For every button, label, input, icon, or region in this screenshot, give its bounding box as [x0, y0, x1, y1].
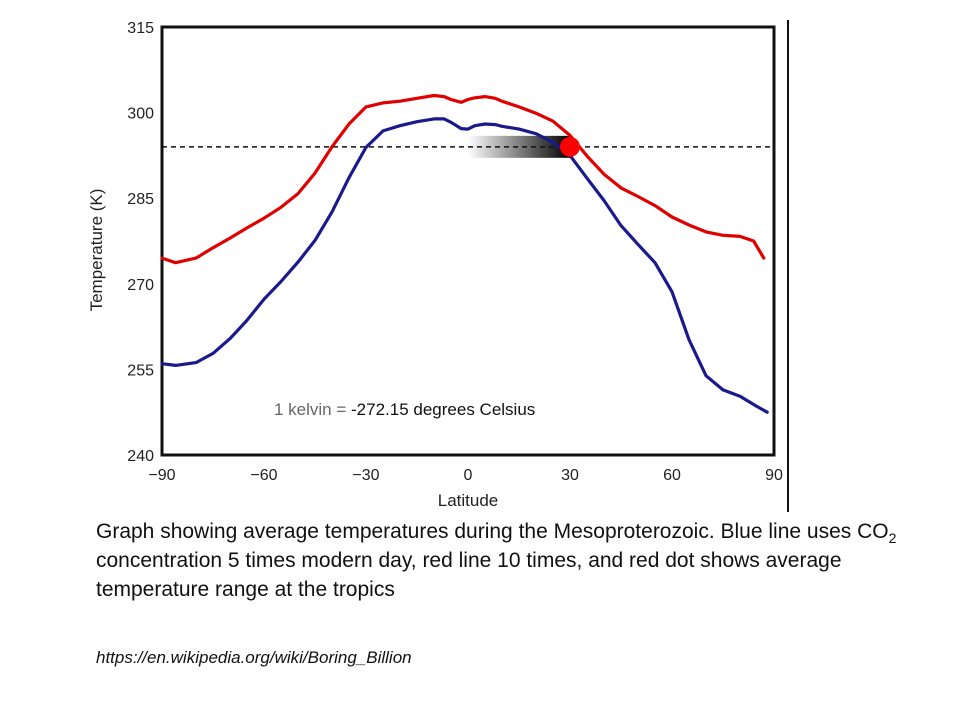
series-line-blue [160, 117, 769, 414]
source-link[interactable]: https://en.wikipedia.org/wiki/Boring_Bil… [96, 648, 412, 667]
x-tick-label: 0 [464, 467, 473, 484]
caption-text-2: concentration 5 times modern day, red li… [96, 549, 842, 601]
x-tick-label: −30 [352, 467, 379, 484]
tropics-marker-dot [560, 136, 580, 157]
y-tick-label: 285 [127, 191, 154, 208]
caption-text-1: Graph showing average temperatures durin… [96, 520, 889, 543]
y-tick-label: 300 [127, 106, 154, 123]
x-tick-label: 90 [765, 467, 783, 484]
x-tick-label: 60 [663, 467, 681, 484]
kelvin-annotation-value: -272.15 degrees Celsius [351, 400, 535, 419]
y-tick-label: 315 [127, 20, 154, 37]
kelvin-annotation-prefix: 1 kelvin = [274, 400, 351, 419]
y-tick-label: 240 [127, 448, 154, 465]
y-tick-label: 270 [127, 277, 154, 294]
x-axis-title: Latitude [438, 491, 499, 510]
kelvin-annotation: 1 kelvin = -272.15 degrees Celsius [274, 400, 535, 419]
series-line-red [160, 93, 766, 265]
x-tick-label: −90 [148, 467, 175, 484]
plot-frame [160, 25, 776, 457]
y-tick-label: 255 [127, 362, 154, 379]
tropics-gradient-band [468, 135, 570, 158]
x-tick-label: −60 [250, 467, 277, 484]
figure-caption: Graph showing average temperatures durin… [96, 517, 936, 604]
caption-subscript: 2 [888, 530, 897, 547]
x-tick-label: 30 [561, 467, 579, 484]
y-axis-title: Temperature (K) [87, 189, 106, 312]
